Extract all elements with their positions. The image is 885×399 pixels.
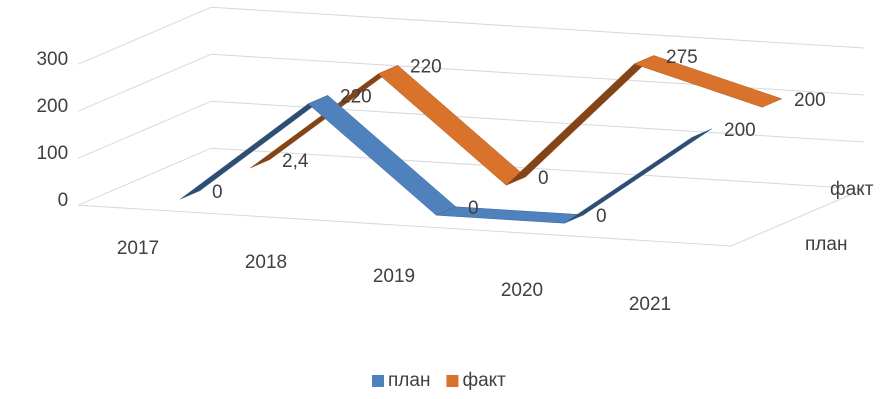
y-tick-label: 300 bbox=[36, 49, 68, 70]
data-label: 0 bbox=[212, 182, 223, 203]
grid-line bbox=[78, 53, 865, 112]
grid-line bbox=[78, 6, 865, 65]
y-tick-label: 100 bbox=[36, 143, 68, 164]
x-tick-label: 2020 bbox=[501, 280, 543, 301]
ribbon-segment bbox=[564, 128, 712, 224]
legend-swatch bbox=[446, 375, 459, 387]
y-tick-label: 200 bbox=[36, 96, 68, 117]
data-label: 220 bbox=[340, 87, 372, 108]
x-tick-label: 2021 bbox=[629, 294, 671, 315]
grid-line bbox=[78, 147, 865, 206]
ribbon-segment bbox=[436, 206, 584, 224]
floor-edge bbox=[78, 188, 865, 247]
y-tick-label: 0 bbox=[58, 190, 69, 211]
x-tick-label: 2017 bbox=[117, 238, 159, 259]
data-label: 2,4 bbox=[282, 151, 309, 172]
ribbon-segment bbox=[180, 95, 328, 200]
data-label: 0 bbox=[468, 198, 479, 219]
ribbon-segment bbox=[506, 55, 654, 186]
grid-line bbox=[78, 100, 865, 159]
data-label: 0 bbox=[596, 206, 607, 227]
depth-label: факт bbox=[830, 179, 874, 200]
legend-swatch bbox=[372, 375, 384, 387]
data-label: 220 bbox=[410, 57, 442, 78]
legend-label: план bbox=[388, 370, 430, 391]
data-label: 200 bbox=[724, 120, 756, 141]
ribbon-segment bbox=[633, 55, 783, 108]
data-label: 200 bbox=[794, 90, 826, 111]
legend-label: факт bbox=[462, 370, 506, 391]
data-label: 0 bbox=[538, 168, 549, 189]
depth-label: план bbox=[805, 234, 847, 255]
data-label: 275 bbox=[666, 47, 698, 68]
x-tick-label: 2018 bbox=[245, 252, 287, 273]
x-tick-label: 2019 bbox=[373, 266, 415, 287]
